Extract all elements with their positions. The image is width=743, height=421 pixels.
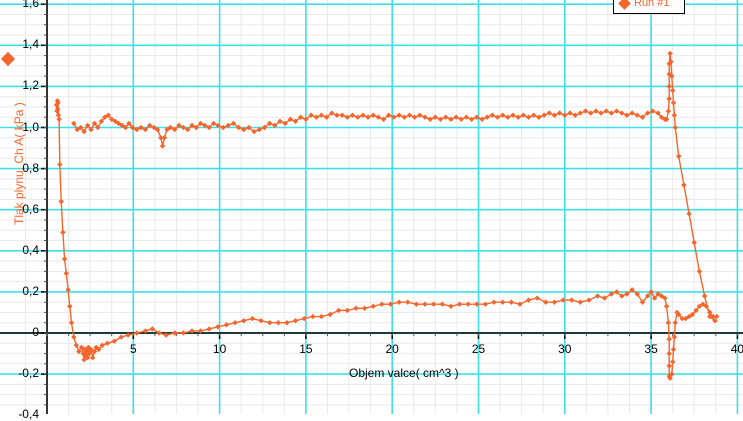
y-tick-label: 1,6 [22,0,39,11]
x-tick-label: 40 [730,342,743,356]
x-tick-label: 30 [558,342,572,356]
series-markers-1 [71,50,718,324]
y-tick-label: 1,2 [22,78,39,93]
y-tick-label: -0,2 [18,366,39,381]
x-tick-label: 5 [129,342,137,356]
data-series-group [53,50,720,381]
y-tick-label: -0,4 [18,407,39,421]
x-tick-label: 10 [212,342,227,356]
x-axis-title: Objem valce( cm^3 ) [349,366,459,380]
x-tick-label: 15 [299,342,313,356]
y-tick-label: 0,2 [22,283,39,298]
y-tick-label: 1,0 [22,119,39,134]
tick-marks [41,3,739,406]
y-tick-label: 0 [32,325,39,339]
legend-label: Run #1 [634,0,670,9]
y-tick-label: 0,8 [22,160,39,175]
x-tick-label: 25 [471,342,486,356]
diamond-marker-icon [618,0,631,10]
series-line-0 [55,100,717,380]
y-tick-label: 1,4 [22,37,39,52]
legend[interactable]: Run #1 [613,0,685,14]
series-line-1 [73,53,716,322]
series-markers-0 [53,98,720,381]
x-tick-label: 20 [385,342,399,356]
y-tick-label: 0,4 [22,242,39,257]
x-tick-label: 35 [644,342,658,356]
y-tick-label: 0,6 [22,201,39,216]
